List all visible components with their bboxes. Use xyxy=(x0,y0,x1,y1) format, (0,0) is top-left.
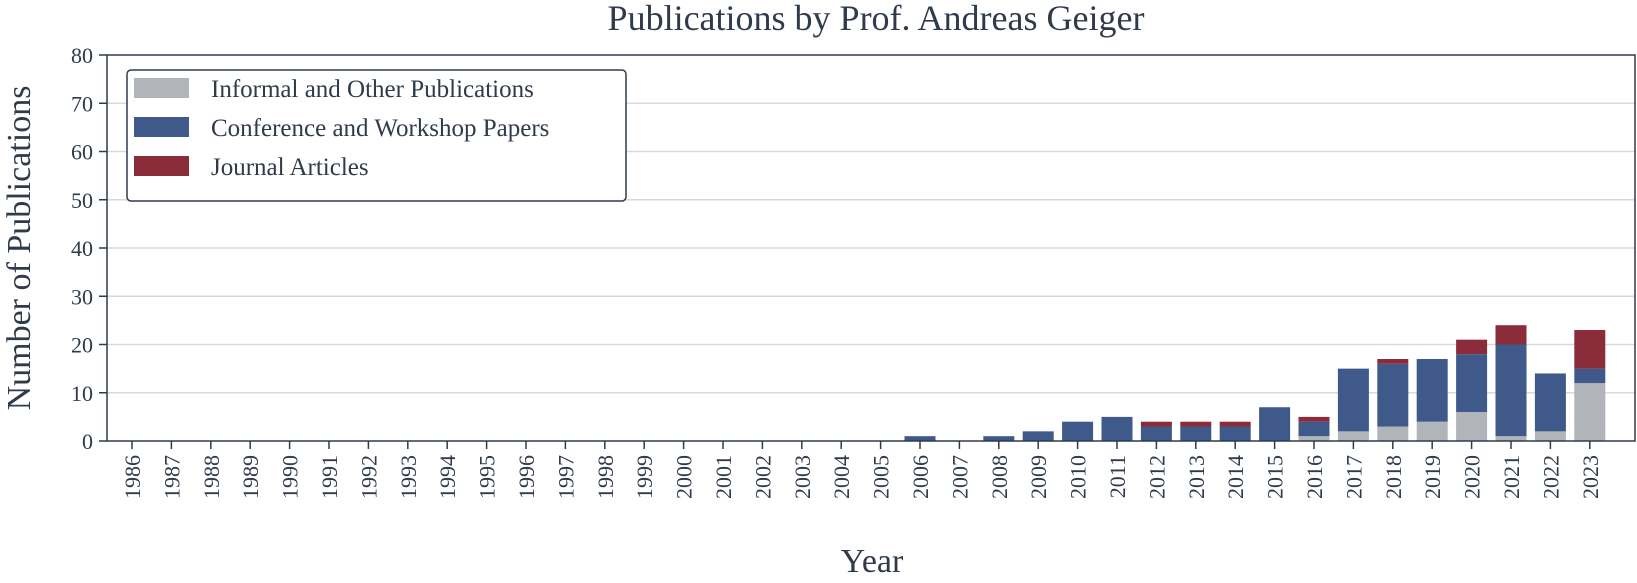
bar-2013-series-2 xyxy=(1180,421,1212,427)
x-tick-label: 1994 xyxy=(435,455,460,499)
bar-2020-series-0 xyxy=(1456,412,1488,441)
legend-swatch xyxy=(134,156,189,176)
x-tick-label: 2004 xyxy=(829,455,854,499)
bar-2019-series-0 xyxy=(1416,421,1448,441)
x-axis-label: Year xyxy=(841,543,904,580)
x-tick-label: 2005 xyxy=(869,455,894,499)
x-tick-label: 1990 xyxy=(278,455,303,499)
x-tick-label: 2009 xyxy=(1026,455,1051,499)
x-tick-label: 2011 xyxy=(1105,455,1130,498)
x-tick-label: 1992 xyxy=(356,455,381,499)
bar-2020-series-2 xyxy=(1456,339,1488,355)
bar-2019-series-1 xyxy=(1416,358,1448,422)
bar-2016-series-2 xyxy=(1298,416,1330,422)
y-tick-label: 40 xyxy=(71,236,93,261)
bar-2018-series-1 xyxy=(1377,363,1409,427)
x-tick-label: 1987 xyxy=(159,455,184,499)
x-tick-label: 2018 xyxy=(1381,455,1406,499)
y-axis-ticks: 0 10 20 30 40 50 60 70 80 xyxy=(71,43,107,454)
y-tick-label: 60 xyxy=(71,140,93,165)
x-tick-label: 2003 xyxy=(790,455,815,499)
x-tick-label: 1986 xyxy=(120,455,145,499)
legend-swatch xyxy=(134,117,189,137)
x-tick-label: 2012 xyxy=(1144,455,1169,499)
x-tick-label: 2007 xyxy=(947,455,972,499)
bar-2023-series-0 xyxy=(1574,383,1606,441)
legend: Informal and Other Publications Conferenc… xyxy=(126,69,627,202)
y-tick-label: 50 xyxy=(71,188,93,213)
x-tick-label: 1995 xyxy=(475,455,500,499)
x-tick-label: 1993 xyxy=(396,455,421,499)
bars xyxy=(904,325,1606,442)
bar-2022-series-0 xyxy=(1534,431,1566,441)
x-tick-label: 2000 xyxy=(672,455,697,499)
x-tick-label: 1989 xyxy=(238,455,263,499)
x-tick-label: 1991 xyxy=(317,455,342,499)
bar-2018-series-0 xyxy=(1377,426,1409,441)
bar-2008-series-1 xyxy=(983,436,1015,441)
bar-2021-series-0 xyxy=(1495,436,1527,441)
legend-label: Journal Articles xyxy=(211,154,369,181)
bar-2011-series-1 xyxy=(1101,416,1133,442)
x-tick-label: 2001 xyxy=(711,455,736,499)
x-tick-label: 2010 xyxy=(1066,455,1091,499)
bar-2016-series-1 xyxy=(1298,421,1330,437)
bar-2020-series-1 xyxy=(1456,354,1488,413)
x-tick-label: 2006 xyxy=(908,455,933,499)
bar-2012-series-1 xyxy=(1140,426,1172,441)
bar-2017-series-1 xyxy=(1337,368,1369,432)
bar-2015-series-1 xyxy=(1259,407,1291,441)
legend-label: Informal and Other Publications xyxy=(211,76,534,103)
bar-2006-series-1 xyxy=(904,436,936,441)
x-tick-label: 2015 xyxy=(1263,455,1288,499)
bar-2023-series-1 xyxy=(1574,368,1606,384)
bar-2014-series-2 xyxy=(1219,421,1251,427)
legend-swatch xyxy=(134,78,189,98)
x-tick-label: 2023 xyxy=(1578,455,1603,499)
x-axis-ticks: 1986 1987 1988 1989 1990 1991 1992 1993 1994 1995… xyxy=(120,441,1603,499)
x-tick-label: 2013 xyxy=(1184,455,1209,499)
bar-2016-series-0 xyxy=(1298,436,1330,441)
bar-2021-series-2 xyxy=(1495,325,1527,345)
y-tick-label: 0 xyxy=(82,429,93,454)
bar-2023-series-2 xyxy=(1574,330,1606,369)
y-tick-label: 30 xyxy=(71,284,93,309)
chart-title: Publications by Prof. Andreas Geiger xyxy=(608,0,1145,38)
bar-2014-series-1 xyxy=(1219,426,1251,441)
x-tick-label: 2014 xyxy=(1223,455,1248,499)
x-tick-label: 2016 xyxy=(1302,455,1327,499)
y-tick-label: 10 xyxy=(71,381,93,406)
x-tick-label: 1998 xyxy=(593,455,618,499)
bar-2013-series-1 xyxy=(1180,426,1212,441)
x-tick-label: 1999 xyxy=(632,455,657,499)
x-tick-label: 2022 xyxy=(1538,455,1563,499)
x-tick-label: 1997 xyxy=(553,455,578,499)
x-tick-label: 2008 xyxy=(987,455,1012,499)
bar-2022-series-1 xyxy=(1534,373,1566,432)
y-tick-label: 80 xyxy=(71,43,93,68)
x-tick-label: 2019 xyxy=(1420,455,1445,499)
x-tick-label: 2002 xyxy=(750,455,775,499)
y-tick-label: 70 xyxy=(71,91,93,116)
bar-2009-series-1 xyxy=(1022,431,1054,441)
y-tick-label: 20 xyxy=(71,333,93,358)
x-tick-label: 2017 xyxy=(1341,455,1366,499)
x-tick-label: 1996 xyxy=(514,455,539,499)
x-tick-label: 1988 xyxy=(199,455,224,499)
legend-label: Conference and Workshop Papers xyxy=(211,115,549,142)
y-axis-label: Number of Publications xyxy=(1,86,38,411)
x-tick-label: 2021 xyxy=(1499,455,1524,499)
x-tick-label: 2020 xyxy=(1460,455,1485,499)
bar-2012-series-2 xyxy=(1140,421,1172,427)
bar-2017-series-0 xyxy=(1337,431,1369,441)
bar-2021-series-1 xyxy=(1495,344,1527,437)
bar-2018-series-2 xyxy=(1377,358,1409,364)
bar-2010-series-1 xyxy=(1062,421,1094,441)
legend-box xyxy=(126,69,627,202)
